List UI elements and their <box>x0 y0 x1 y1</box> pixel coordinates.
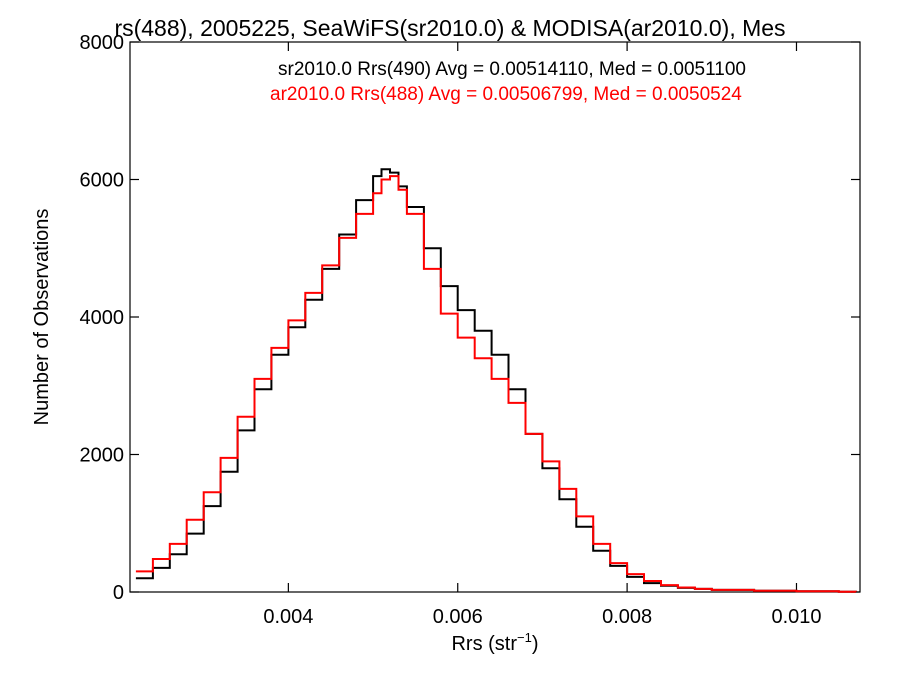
series-layer <box>135 168 857 593</box>
series-line-1 <box>135 175 857 593</box>
x-tick-label: 0.010 <box>771 606 821 628</box>
series-0-group <box>135 168 857 593</box>
y-tick-label: 4000 <box>80 307 125 329</box>
series-1-group <box>135 175 857 593</box>
x-axis-label: Rrs (str−1) <box>451 630 538 655</box>
legend-entry-ar2010: ar2010.0 Rrs(488) Avg = 0.00506799, Med … <box>270 84 742 105</box>
x-tick-label: 0.008 <box>602 606 652 628</box>
axis-ticks: 0.004 0.006 0.008 0.010 0 2000 4000 6000 8000 <box>80 32 860 628</box>
y-tick-label: 2000 <box>80 445 125 467</box>
series-line-0 <box>135 168 857 593</box>
chart-title: rs(488), 2005225, SeaWiFS(sr2010.0) & MO… <box>114 15 785 41</box>
y-tick-label: 6000 <box>80 170 125 192</box>
x-tick-label: 0.006 <box>433 606 483 628</box>
y-tick-label: 0 <box>113 582 124 604</box>
x-axis-label-sup: −1 <box>517 630 532 645</box>
x-axis-label-end: ) <box>532 633 539 655</box>
plot-frame <box>129 41 861 593</box>
y-tick-label: 8000 <box>80 32 125 54</box>
y-axis-label: Number of Observations <box>31 209 53 426</box>
x-axis-label-main: Rrs (str <box>451 633 517 655</box>
legend-entry-sr2010: sr2010.0 Rrs(490) Avg = 0.00514110, Med … <box>278 59 746 80</box>
x-tick-label: 0.004 <box>263 606 313 628</box>
